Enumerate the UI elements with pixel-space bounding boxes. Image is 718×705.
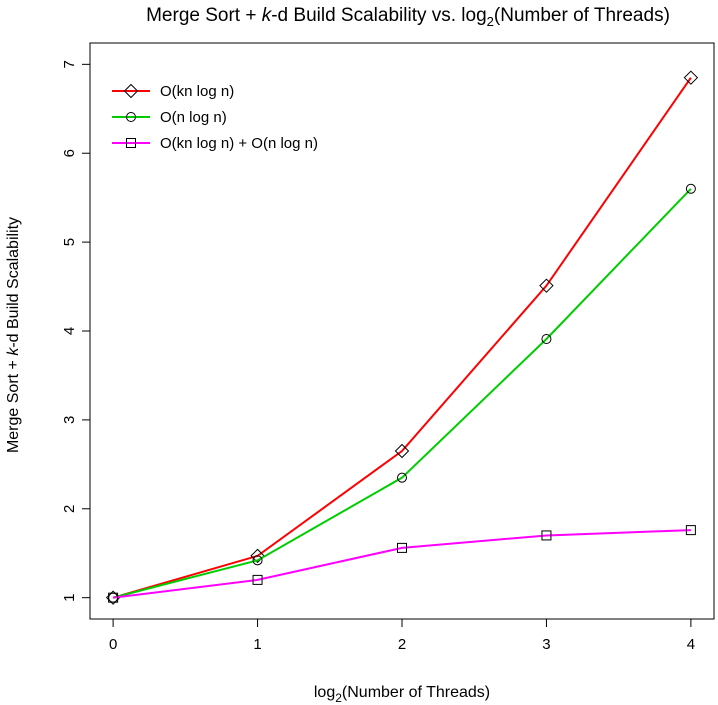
legend-label: O(n log n) bbox=[160, 109, 227, 126]
series-1 bbox=[108, 183, 696, 603]
x-tick-label: 3 bbox=[542, 636, 550, 653]
data-point-circle bbox=[397, 472, 407, 483]
series-line bbox=[112, 188, 692, 599]
data-point-square bbox=[541, 530, 552, 541]
x-tick-label: 4 bbox=[687, 636, 695, 653]
data-point-square bbox=[397, 542, 407, 553]
x-axis: 0 1 2 3 4 bbox=[109, 619, 695, 653]
series-layer bbox=[105, 70, 699, 605]
x-tick-label: 0 bbox=[109, 636, 117, 653]
series-line bbox=[112, 529, 691, 599]
x-tick-label: 1 bbox=[253, 636, 261, 653]
x-axis-label: log2(Number of Threads) bbox=[314, 684, 490, 705]
data-point-square bbox=[252, 574, 263, 585]
legend-item: O(kn log n) bbox=[112, 83, 234, 100]
y-tick-label: 7 bbox=[61, 60, 78, 68]
data-point-square bbox=[108, 592, 119, 603]
data-point-square bbox=[126, 138, 136, 148]
data-point-diamond bbox=[539, 278, 554, 293]
series-0 bbox=[105, 70, 699, 605]
legend-item: O(kn log n) + O(n log n) bbox=[112, 135, 318, 152]
y-tick-label: 5 bbox=[61, 238, 78, 246]
data-point-diamond bbox=[123, 83, 139, 99]
y-tick-label: 3 bbox=[61, 416, 78, 424]
x-tick-label: 2 bbox=[398, 636, 406, 653]
legend-label: O(kn log n) bbox=[160, 83, 234, 100]
data-point-circle bbox=[541, 334, 552, 344]
data-point-square bbox=[685, 525, 696, 536]
y-tick-label: 2 bbox=[61, 505, 78, 513]
legend-label: O(kn log n) + O(n log n) bbox=[160, 135, 318, 152]
y-axis: 1 2 3 4 5 6 7 bbox=[61, 60, 90, 602]
legend: O(kn log n) O(n log n) O(kn log n) + O(n l… bbox=[112, 83, 318, 152]
data-point-circle bbox=[252, 555, 263, 566]
y-tick-label: 4 bbox=[61, 327, 78, 335]
data-point-circle bbox=[126, 112, 136, 122]
chart-title: Merge Sort + k-d Build Scalability vs. l… bbox=[146, 5, 670, 29]
y-tick-label: 6 bbox=[61, 149, 78, 157]
data-point-circle bbox=[685, 183, 696, 194]
y-axis-label: Merge Sort + k-d Build Scalability bbox=[5, 217, 22, 453]
series-line bbox=[112, 77, 692, 599]
data-point-diamond bbox=[250, 548, 265, 564]
y-tick-label: 1 bbox=[61, 593, 78, 601]
data-point-diamond bbox=[394, 443, 410, 459]
series-2 bbox=[108, 525, 696, 603]
legend-item: O(n log n) bbox=[112, 109, 227, 126]
data-point-diamond bbox=[683, 70, 699, 85]
